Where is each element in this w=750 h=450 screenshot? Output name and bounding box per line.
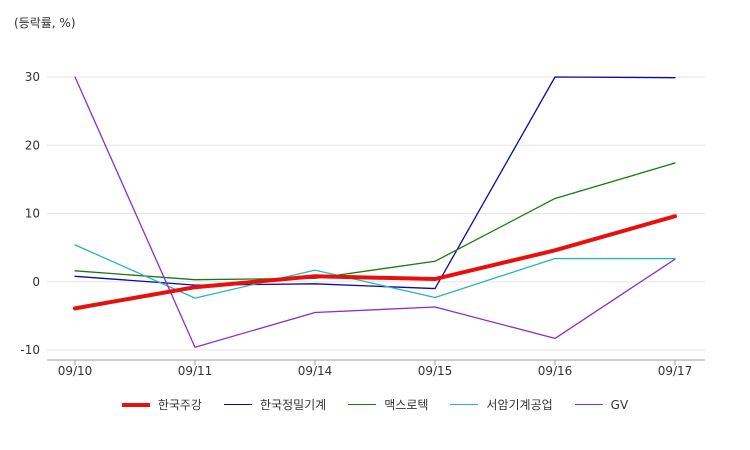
series-line-서암기계공업 <box>74 244 676 299</box>
y-tick-label: 30 <box>25 70 40 84</box>
legend-swatch <box>223 404 252 405</box>
series-line-GV <box>74 76 676 348</box>
x-tick-label: 09/10 <box>58 364 93 378</box>
legend-item: 서암기계공업 <box>450 396 553 413</box>
legend: 한국주강 한국정밀기계 맥스로텍 서암기계공업 GV <box>0 396 750 413</box>
series-line-맥스로텍 <box>74 162 676 281</box>
legend-label: 한국정밀기계 <box>259 398 327 412</box>
legend-swatch <box>121 402 150 407</box>
x-tick-label: 09/16 <box>538 364 573 378</box>
legend-swatch <box>450 404 479 405</box>
x-tick-label: 09/17 <box>658 364 693 378</box>
x-tick-label: 09/14 <box>298 364 333 378</box>
tick-labels: -10 0 10 20 30 09/10 09/11 09/14 09/15 09/16 09/17 <box>20 70 692 378</box>
y-tick-label: 10 <box>25 207 40 221</box>
y-tick-label: 0 <box>32 275 40 289</box>
series-lines <box>73 76 677 348</box>
y-unit-label: (등락률, %) <box>14 16 76 30</box>
legend-swatch <box>348 404 377 405</box>
legend-item: GV <box>574 397 629 412</box>
series-line-한국주강 <box>73 214 677 311</box>
x-tick-label: 09/11 <box>178 364 213 378</box>
series-line-한국정밀기계 <box>74 76 676 290</box>
legend-label: 서암기계공업 <box>486 398 553 412</box>
legend-label: 한국주강 <box>157 398 202 412</box>
legend-label: 맥스로텍 <box>384 398 429 412</box>
legend-label: GV <box>610 397 629 412</box>
legend-item: 맥스로텍 <box>348 396 428 413</box>
legend-item: 한국정밀기계 <box>223 396 327 413</box>
legend-item: 한국주강 <box>121 396 202 413</box>
x-tick-label: 09/15 <box>418 364 453 378</box>
legend-swatch <box>574 404 603 405</box>
y-tick-label: -10 <box>20 343 40 357</box>
y-tick-label: 20 <box>25 138 40 152</box>
axes <box>47 359 705 365</box>
